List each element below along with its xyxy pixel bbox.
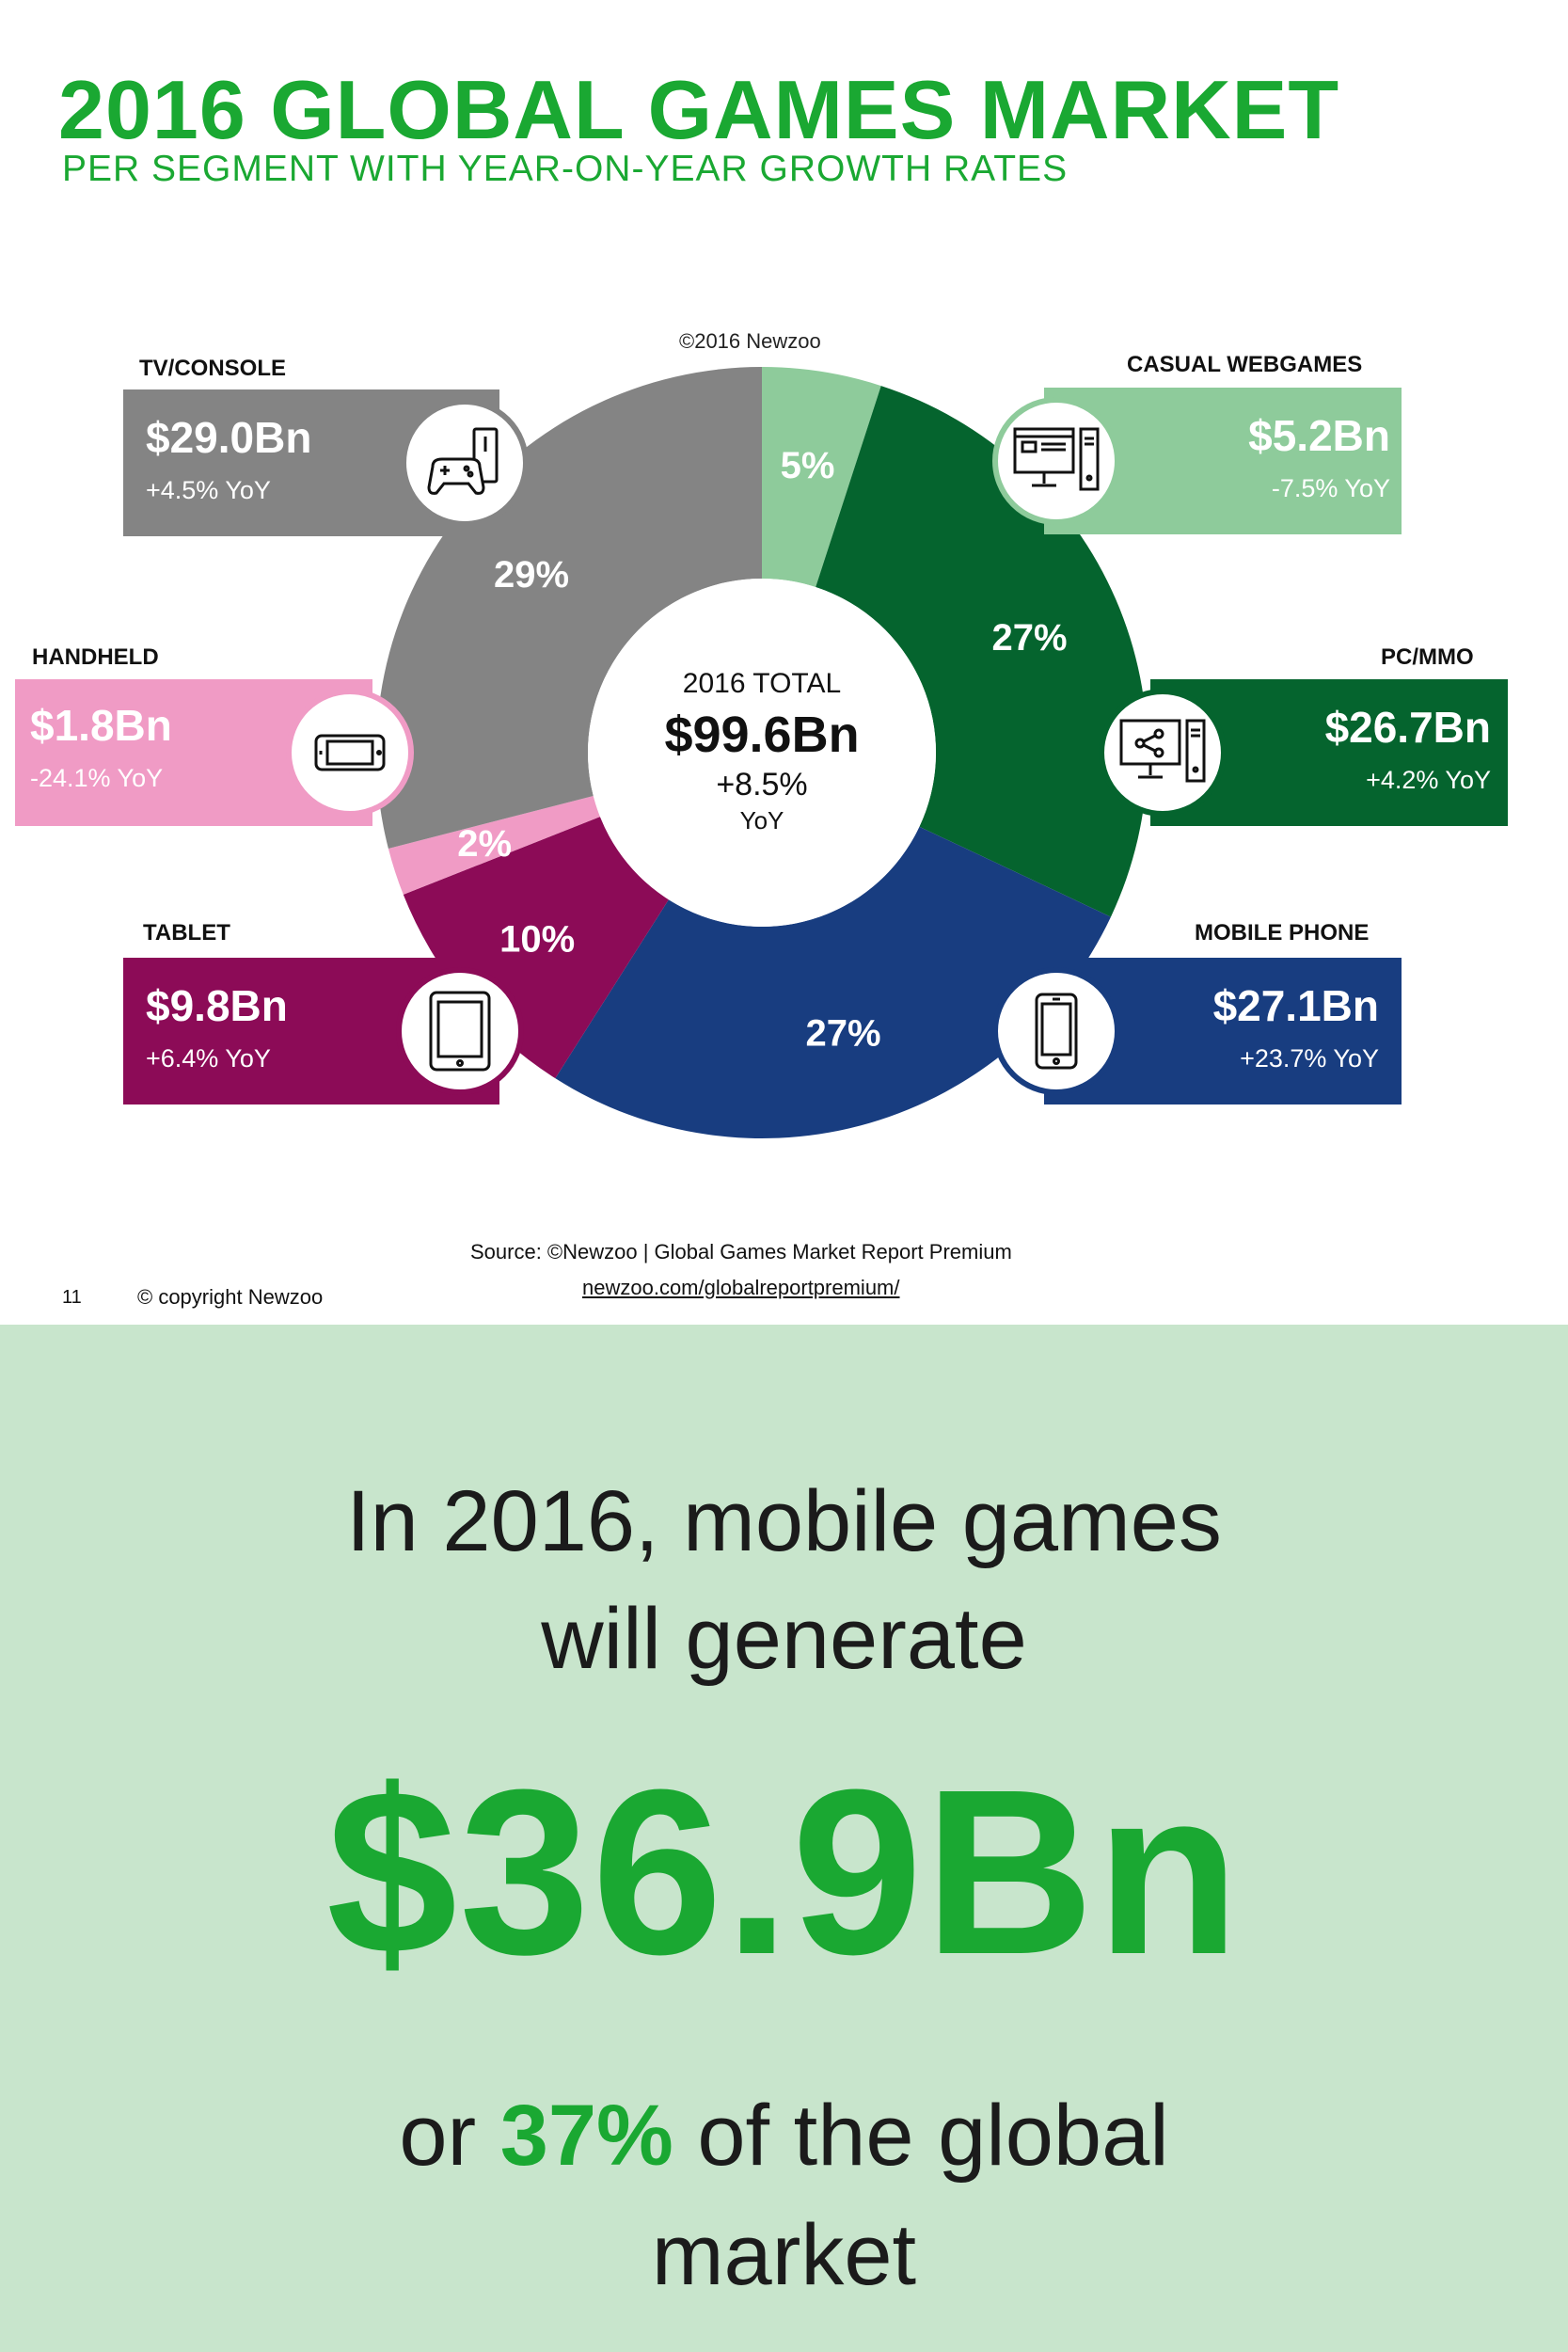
segment-box-handheld: $1.8Bn -24.1% YoY [15,679,429,826]
footer-copyright: © copyright Newzoo [137,1285,324,1309]
segment-name-tablet: TABLET [143,920,230,946]
donut-slice-tablet [403,817,669,1079]
segment-name-tv-console: TV/CONSOLE [139,356,287,381]
handheld-console-icon [286,689,414,817]
page-number: 11 [62,1287,82,1308]
segment-box-casual-webgames: $5.2Bn -7.5% YoY [988,388,1402,534]
desktop-share-icon [1099,689,1227,817]
center-growth-unit: YoY [739,806,784,834]
smartphone-icon [992,967,1120,1095]
callout-percent: 37% [499,2088,673,2184]
segment-value-pc-mmo: $26.7Bn [1324,703,1491,752]
segment-box-mobile-phone: $27.1Bn +23.7% YoY [988,958,1402,1104]
segment-yoy-casual-webgames: -7.5% YoY [1271,474,1390,502]
donut-label-casual-webgames: 5% [781,445,835,486]
segment-name-mobile-phone: MOBILE PHONE [1195,920,1370,946]
donut-slice-mobile-phone [555,826,1111,1138]
center-growth: +8.5% [716,767,808,803]
segment-box-tv-console: $29.0Bn +4.5% YoY [123,389,556,536]
segment-value-handheld: $1.8Bn [30,701,172,750]
desktop-browser-icon [992,397,1120,525]
center-total-value: $99.6Bn [664,707,860,763]
chart-copyright: ©2016 Newzoo [679,329,821,353]
segment-value-tv-console: $29.0Bn [146,413,312,462]
donut-slice-casual-webgames [762,367,881,588]
callout-line-3: or 37% of the global [0,2087,1568,2185]
segment-yoy-mobile-phone: +23.7% YoY [1240,1044,1379,1073]
donut-label-tablet: 10% [499,919,575,961]
segment-value-tablet: $9.8Bn [146,981,288,1030]
callout-amount: $36.9Bn [326,1740,1242,2003]
donut-label-mobile-phone: 27% [805,1013,880,1055]
donut-center-hole [588,579,936,927]
segment-yoy-tv-console: +4.5% YoY [146,476,271,504]
segment-name-handheld: HANDHELD [32,644,159,670]
callout-line-3-suffix: of the global [673,2088,1169,2184]
infographic-panel: 2016 GLOBAL GAMES MARKET PER SEGMENT WIT… [15,63,1508,1309]
segment-box-pc-mmo: $26.7Bn +4.2% YoY [1094,679,1508,826]
callout-line-3-prefix: or [399,2088,500,2184]
donut-label-pc-mmo: 27% [991,617,1067,659]
callout-line-1: In 2016, mobile games [346,1473,1222,1569]
segment-yoy-pc-mmo: +4.2% YoY [1366,766,1491,794]
segment-yoy-handheld: -24.1% YoY [30,764,164,792]
donut-label-handheld: 2% [457,823,512,865]
segment-name-pc-mmo: PC/MMO [1381,644,1474,670]
donut-label-tv-console: 29% [494,554,569,596]
tablet-icon [396,967,524,1095]
callout-line-4: market [651,2207,917,2303]
game-console-icon [401,399,529,527]
source-note: Source: ©Newzoo | Global Games Market Re… [470,1240,1012,1263]
segment-yoy-tablet: +6.4% YoY [146,1044,271,1073]
callout-line-2: will generate [541,1591,1027,1687]
donut-chart: 5% 27% 27% 10% 2% 29% [376,367,1148,1138]
center-total-label: 2016 TOTAL [682,668,842,699]
source-link[interactable]: newzoo.com/globalreportpremium/ [582,1276,900,1299]
segment-value-casual-webgames: $5.2Bn [1248,411,1390,460]
donut-slice-handheld [388,796,600,895]
segment-box-tablet: $9.8Bn +6.4% YoY [123,958,556,1104]
chart-title: 2016 GLOBAL GAMES MARKET [58,63,1340,156]
mobile-callout-panel [0,1325,1568,2352]
donut-slice-tv-console [376,367,762,849]
chart-subtitle: PER SEGMENT WITH YEAR-ON-YEAR GROWTH RAT… [62,149,1069,189]
segment-value-mobile-phone: $27.1Bn [1212,981,1379,1030]
segment-name-casual-webgames: CASUAL WEBGAMES [1127,352,1363,377]
